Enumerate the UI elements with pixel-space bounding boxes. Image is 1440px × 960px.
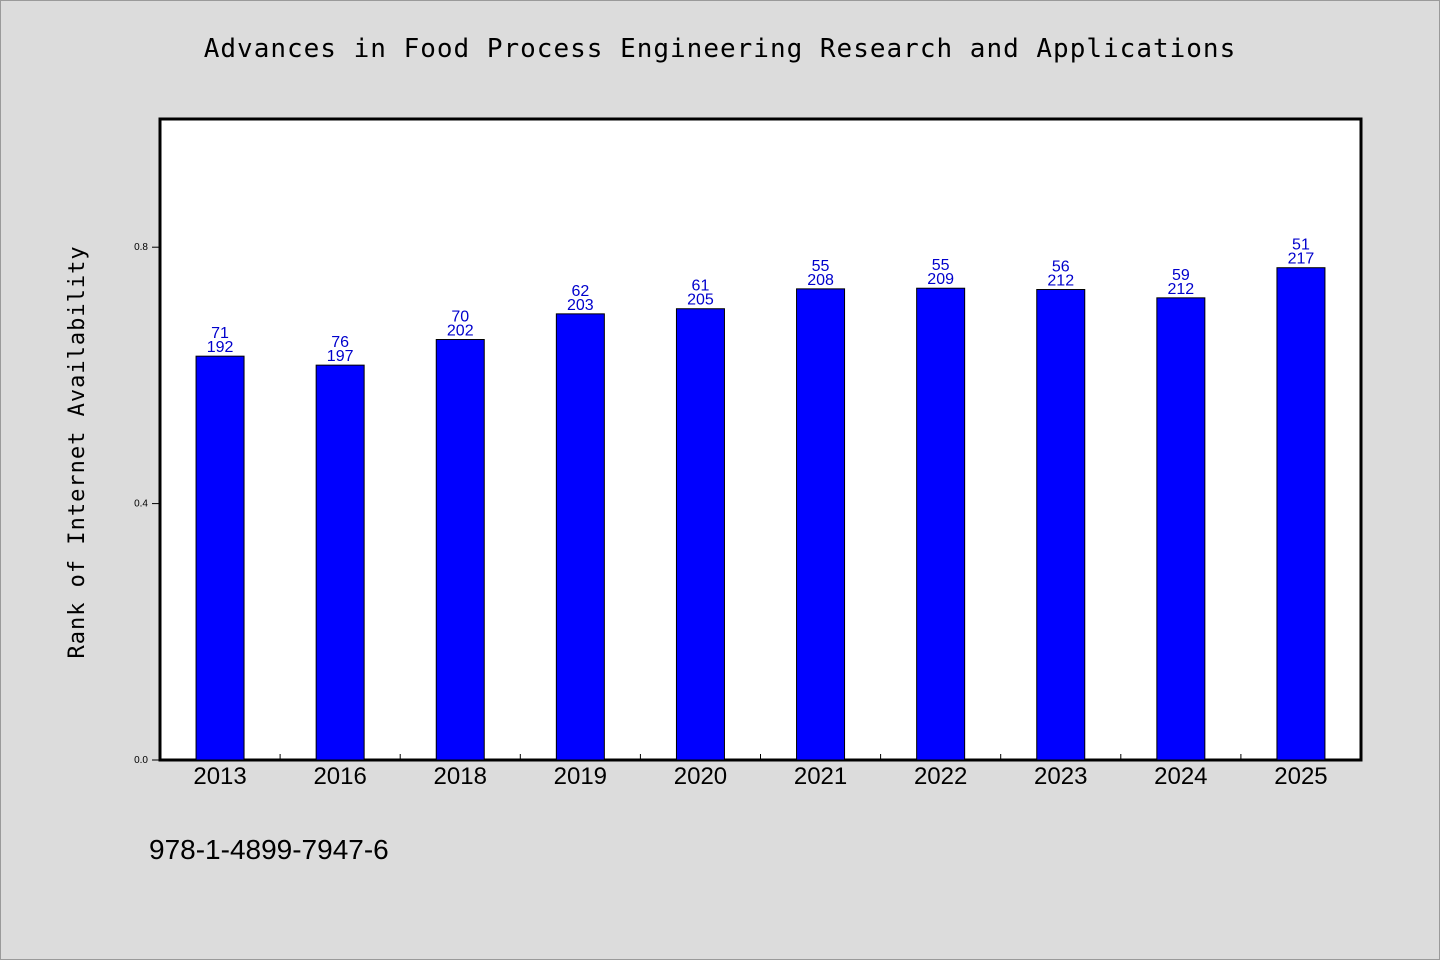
data-label-top: 62	[571, 283, 589, 300]
y-axis-label: Rank of Internet Availability	[65, 245, 90, 658]
data-label-bottom: 197	[327, 348, 354, 365]
chart-title: Advances in Food Process Engineering Res…	[203, 34, 1237, 64]
x-tick-label: 2025	[1274, 763, 1327, 790]
bar-2023	[1036, 289, 1086, 761]
bars	[195, 267, 1326, 761]
data-label-bottom: 203	[567, 297, 594, 314]
data-label-bottom: 208	[807, 272, 834, 289]
data-label-bottom: 212	[1167, 281, 1194, 298]
x-tick-label: 2013	[193, 763, 246, 790]
x-tick-label: 2021	[794, 763, 847, 790]
x-tick-label: 2023	[1034, 763, 1087, 790]
bar-2024	[1156, 297, 1206, 761]
x-axis: 2013 2016 2018 2019 2020 2021 2022 2023 2024 2025	[193, 754, 1328, 790]
x-tick-label: 2018	[434, 763, 487, 790]
data-label-top: 51	[1292, 237, 1310, 254]
data-label-top: 61	[692, 278, 710, 295]
data-label-bottom: 217	[1288, 251, 1315, 268]
x-tick-label: 2020	[674, 763, 727, 790]
bar-2021	[796, 288, 846, 761]
y-axis: 0.0 0.4 0.8	[134, 242, 160, 766]
isbn-text: 978-1-4899-7947-6	[149, 834, 389, 865]
data-label-top: 71	[211, 325, 229, 342]
data-label-bottom: 192	[207, 339, 234, 356]
data-label-top: 59	[1172, 267, 1190, 284]
x-tick-label: 2022	[914, 763, 967, 790]
data-label-top: 55	[932, 257, 950, 274]
bar-2022	[916, 287, 966, 761]
bar-2013	[195, 355, 245, 761]
data-label-top: 76	[331, 334, 349, 351]
data-label-bottom: 202	[447, 323, 474, 340]
data-label-bottom: 212	[1047, 273, 1074, 290]
y-tick-label: 0.8	[134, 242, 148, 253]
x-tick-label: 2016	[313, 763, 366, 790]
bar-2020	[675, 308, 725, 761]
bar-2025	[1276, 267, 1326, 761]
x-tick-label: 2019	[554, 763, 607, 790]
data-label-bottom: 209	[927, 271, 954, 288]
y-tick-label: 0.4	[134, 499, 148, 510]
bar-2016	[315, 364, 365, 761]
bar-2018	[435, 339, 485, 761]
data-label-top: 56	[1052, 259, 1070, 276]
data-label-top: 55	[812, 258, 830, 275]
y-tick-label: 0.0	[134, 755, 148, 766]
x-tick-label: 2024	[1154, 763, 1207, 790]
data-label-bottom: 205	[687, 292, 714, 309]
data-label-top: 70	[451, 309, 469, 326]
bar-2019	[555, 313, 605, 761]
